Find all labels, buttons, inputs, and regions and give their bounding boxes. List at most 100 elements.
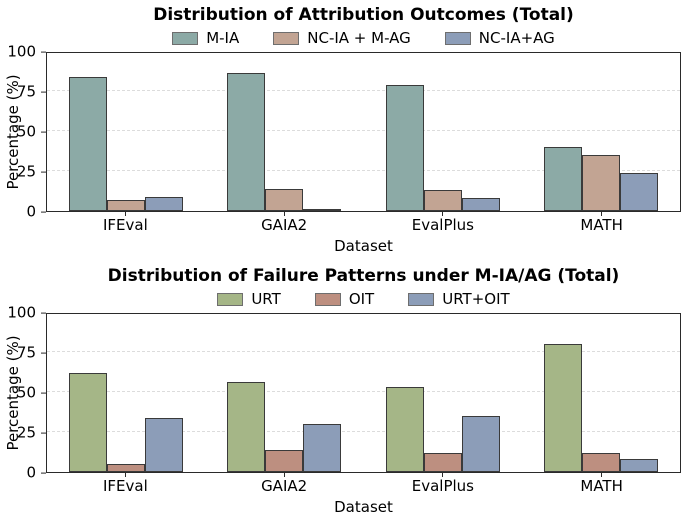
x-tick-mark — [283, 212, 285, 216]
bar-gaia2-urt-oit — [303, 424, 342, 472]
x-tick-label: IFEval — [102, 477, 148, 495]
x-axis-labels: IFEval GAIA2 EvalPlus MATH — [46, 212, 681, 236]
y-tick-label: 50 — [16, 383, 36, 402]
y-tick-mark — [41, 131, 46, 133]
x-tick-mark — [601, 212, 603, 216]
bar-math-oit — [581, 452, 620, 472]
chart-failure-patterns: Distribution of Failure Patterns under M… — [0, 261, 698, 522]
gridline — [47, 90, 680, 91]
legend: URT OIT URT+OIT — [46, 288, 681, 311]
bar-groups — [47, 314, 680, 472]
x-axis-label: Dataset — [334, 237, 393, 255]
bar-math-m-ia — [543, 147, 582, 211]
bar-gaia2-oit — [265, 449, 304, 472]
x-tick-label: MATH — [580, 477, 623, 495]
bar-group-gaia2 — [205, 382, 363, 472]
x-tick-cell: MATH — [522, 473, 681, 497]
y-tick-mark — [41, 312, 46, 314]
bar-gaia2-nc-ia-ag — [303, 209, 342, 211]
bar-gaia2-urt — [227, 382, 266, 472]
y-tick-mark — [41, 91, 46, 93]
y-axis-label: Percentage (%) — [4, 74, 22, 190]
y-tick-label: 75 — [16, 82, 36, 101]
bar-group-evalplus — [364, 84, 522, 211]
x-tick-cell: MATH — [522, 212, 681, 236]
x-tick-label: IFEval — [102, 216, 148, 234]
y-tick-mark — [41, 352, 46, 354]
legend-label: NC-IA + M-AG — [307, 29, 411, 47]
chart-attribution-outcomes: Distribution of Attribution Outcomes (To… — [4, 5, 681, 255]
bar-gaia2-m-ia — [227, 73, 266, 211]
legend-item: M-IA — [172, 31, 239, 46]
bar-group-gaia2 — [205, 73, 363, 211]
y-tick-mark — [41, 51, 46, 53]
x-tick-cell: EvalPlus — [364, 473, 523, 497]
bar-group-math — [522, 344, 680, 472]
x-tick-label: MATH — [580, 216, 623, 234]
y-axis-label: Percentage (%) — [4, 335, 22, 451]
x-tick-mark — [124, 212, 126, 216]
y-tick-label: 0 — [26, 202, 36, 221]
gridline — [47, 351, 680, 352]
bar-gaia2-nc-ia-m-ag — [265, 188, 304, 211]
y-tick-mark — [41, 171, 46, 173]
legend-label: OIT — [348, 290, 375, 308]
x-tick-cell: GAIA2 — [205, 212, 364, 236]
bar-math-nc-ia-ag — [619, 172, 658, 211]
plot-area — [46, 313, 681, 473]
legend-swatch — [273, 32, 300, 45]
bar-evalplus-nc-ia-m-ag — [423, 190, 462, 211]
x-tick-mark — [601, 473, 603, 477]
x-axis-labels: IFEval GAIA2 EvalPlus MATH — [46, 473, 681, 497]
bar-groups — [47, 53, 680, 211]
x-tick-mark — [283, 473, 285, 477]
y-tick-label: 50 — [16, 122, 36, 141]
plot-row: 0 25 50 75 100 Percentage (%) — [4, 44, 681, 219]
bar-ifeval-urt — [69, 372, 108, 472]
x-tick-label: EvalPlus — [411, 477, 474, 495]
chart-title: Distribution of Attribution Outcomes (To… — [153, 5, 574, 25]
legend-item: NC-IA + M-AG — [273, 31, 411, 46]
y-tick-mark — [41, 472, 46, 474]
bar-ifeval-oit — [107, 464, 146, 472]
bar-group-ifeval — [47, 372, 205, 472]
legend-swatch — [217, 293, 244, 306]
y-tick-label: 100 — [7, 303, 36, 322]
y-axis-ticks: 0 25 50 75 100 — [0, 44, 46, 219]
legend-swatch — [408, 293, 435, 306]
gridlines — [47, 53, 680, 211]
bar-ifeval-m-ia — [69, 76, 108, 211]
y-tick-label: 25 — [16, 423, 36, 442]
x-tick-cell: GAIA2 — [205, 473, 364, 497]
x-tick-label: GAIA2 — [261, 216, 308, 234]
gridline — [47, 170, 680, 171]
y-tick-label: 0 — [26, 463, 36, 482]
bar-ifeval-nc-ia-ag — [145, 196, 184, 211]
bar-evalplus-oit — [423, 452, 462, 472]
legend-label: URT — [251, 290, 281, 308]
bar-group-ifeval — [47, 76, 205, 211]
legend: M-IA NC-IA + M-AG NC-IA+AG — [46, 27, 681, 50]
x-tick-mark — [124, 473, 126, 477]
bar-evalplus-urt — [385, 387, 424, 472]
x-tick-cell: IFEval — [46, 473, 205, 497]
bar-ifeval-urt-oit — [145, 417, 184, 472]
bar-evalplus-m-ia — [385, 84, 424, 211]
x-tick-mark — [442, 212, 444, 216]
x-tick-mark — [442, 473, 444, 477]
x-tick-cell: EvalPlus — [364, 212, 523, 236]
legend-label: URT+OIT — [442, 290, 510, 308]
y-axis-ticks: 0 25 50 75 100 — [0, 305, 46, 480]
legend-label: NC-IA+AG — [478, 29, 555, 47]
bar-math-urt-oit — [619, 459, 658, 472]
chart-title: Distribution of Failure Patterns under M… — [107, 266, 620, 286]
gridline — [47, 431, 680, 432]
y-tick-label: 25 — [16, 162, 36, 181]
legend-swatch — [314, 293, 341, 306]
legend-item: NC-IA+AG — [444, 29, 555, 47]
legend-item: OIT — [314, 290, 375, 308]
y-tick-label: 100 — [7, 42, 36, 61]
plot-area — [46, 52, 681, 212]
y-tick-mark — [41, 432, 46, 434]
